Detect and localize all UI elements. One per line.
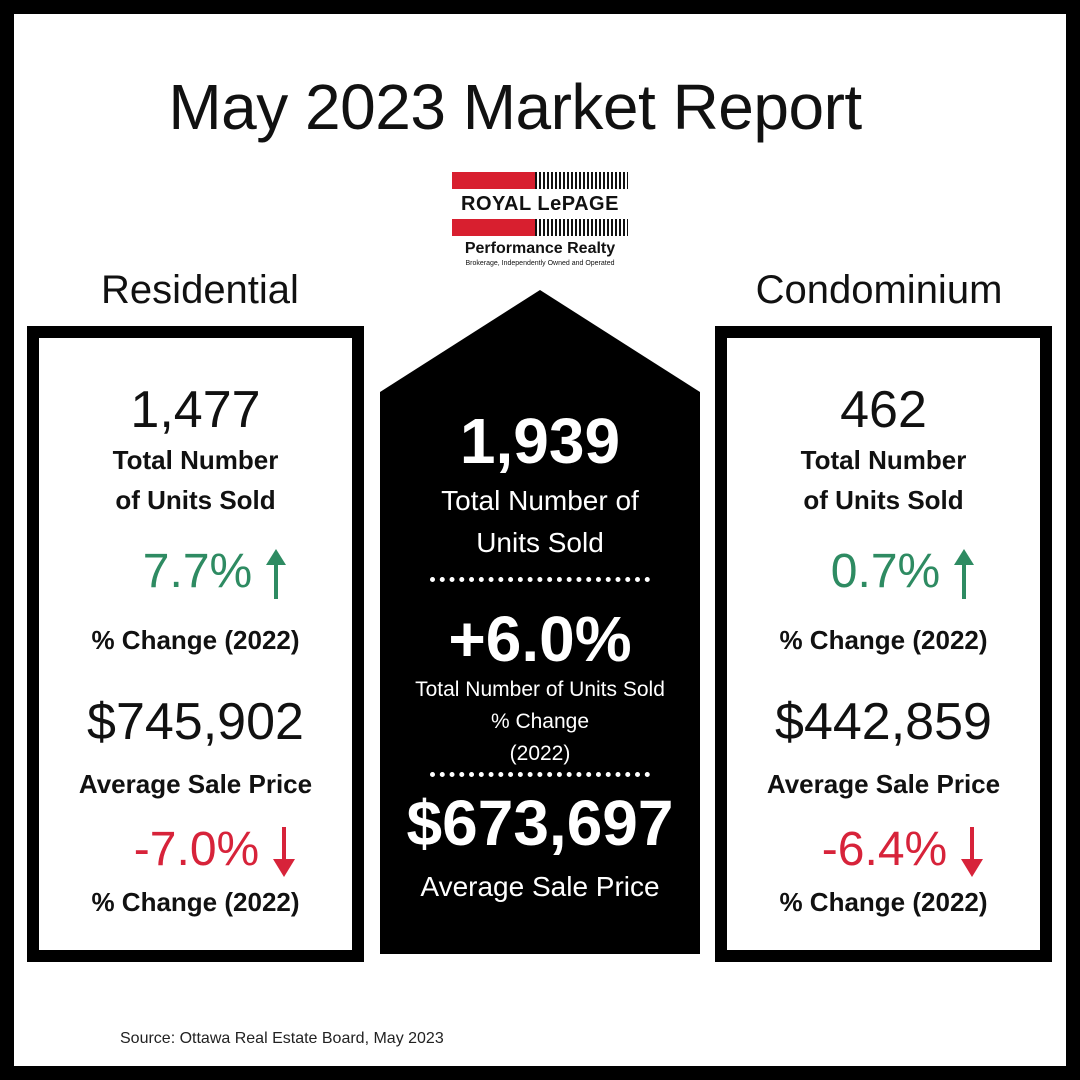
residential-units-change-label: % Change (2022): [91, 625, 300, 655]
residential-avg-price: $745,902: [87, 693, 304, 751]
residential-price-change-label: % Change (2022): [91, 887, 300, 917]
total-summary: 1,939 Total Number of Units Sold +6.0% T…: [380, 290, 700, 954]
arrow-down-icon: [961, 827, 984, 878]
total-avg-price: $673,697: [406, 787, 674, 859]
condominium-price-change-value: -6.4%: [821, 823, 948, 876]
total-units-label-2: Units Sold: [476, 527, 604, 558]
condominium-units-change-value: 0.7%: [830, 545, 941, 598]
condominium-avg-price-label: Average Sale Price: [766, 769, 1001, 799]
divider: [430, 772, 650, 777]
total-units-sold: 1,939: [459, 405, 621, 477]
source-note: Source: Ottawa Real Estate Board, May 20…: [120, 1030, 444, 1047]
residential-price-change-value: -7.0%: [133, 823, 260, 876]
total-avg-price-label: Average Sale Price: [420, 871, 660, 902]
arrow-up-icon: [266, 549, 287, 600]
condominium-avg-price: $442,859: [775, 693, 992, 751]
logo-brand: ROYAL LePAGE: [461, 193, 619, 215]
total-change: +6.0%: [448, 603, 632, 675]
page-title: May 2023 Market Report: [168, 71, 862, 143]
residential-units-label-2: of Units Sold: [115, 485, 276, 515]
logo-stripe-bottom: [452, 219, 628, 236]
residential-price-change: -7.0%: [39, 822, 352, 879]
residential-heading: Residential: [101, 268, 299, 312]
residential-units-change-value: 7.7%: [142, 545, 253, 598]
arrow-down-icon: [273, 827, 296, 878]
condominium-heading: Condominium: [755, 268, 1003, 312]
total-change-label-1: Total Number of Units Sold: [415, 678, 665, 701]
condominium-card: 462 Total Number of Units Sold 0.7% % Ch…: [715, 326, 1052, 962]
residential-avg-price-label: Average Sale Price: [78, 769, 313, 799]
condominium-units-change: 0.7%: [727, 544, 1040, 601]
condominium-units-sold: 462: [840, 381, 927, 439]
condominium-price-change: -6.4%: [727, 822, 1040, 879]
house-shape: [380, 290, 700, 954]
royal-lepage-logo: ROYAL LePAGE Performance Realty Brokerag…: [452, 172, 628, 268]
residential-units-sold: 1,477: [130, 381, 261, 439]
logo-office: Performance Realty: [464, 240, 616, 257]
condominium-units-change-label: % Change (2022): [779, 625, 988, 655]
condominium-units-label-2: of Units Sold: [803, 485, 964, 515]
residential-units-change: 7.7%: [39, 544, 352, 601]
logo-tagline: Brokerage, Independently Owned and Opera…: [465, 260, 615, 267]
condominium-price-change-label: % Change (2022): [779, 887, 988, 917]
arrow-up-icon: [954, 549, 975, 600]
divider: [430, 577, 650, 582]
residential-card: 1,477 Total Number of Units Sold 7.7% % …: [27, 326, 364, 962]
total-units-label-1: Total Number of: [441, 485, 639, 516]
total-change-label-3: (2022): [509, 742, 571, 765]
logo-stripe-top: [452, 172, 628, 189]
condominium-units-label-1: Total Number: [800, 445, 967, 475]
residential-units-label-1: Total Number: [112, 445, 279, 475]
total-change-label-2: % Change: [490, 710, 590, 733]
